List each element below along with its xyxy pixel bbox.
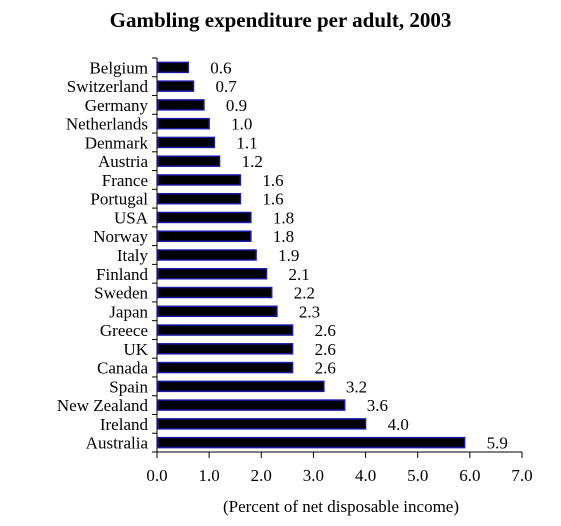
bar-denmark bbox=[157, 136, 216, 149]
bar-usa bbox=[157, 211, 252, 224]
category-label: Italy bbox=[117, 246, 149, 265]
value-label: 3.2 bbox=[346, 377, 367, 396]
chart-labels: Belgium 0.6 Switzerland 0.7 Germany 0.9 Nether… bbox=[57, 58, 508, 452]
value-label: 2.6 bbox=[315, 359, 336, 378]
chart-axes: 0.0 1.0 2.0 3.0 4.0 5.0 6.0 7.0 bbox=[146, 57, 533, 485]
value-label: 2.6 bbox=[315, 340, 336, 359]
category-label: Canada bbox=[97, 359, 148, 378]
value-label: 1.6 bbox=[262, 190, 283, 209]
value-label: 1.2 bbox=[242, 152, 263, 171]
category-label: Ireland bbox=[100, 415, 149, 434]
bar-norway bbox=[157, 230, 252, 242]
category-label: Denmark bbox=[85, 133, 149, 152]
x-tick-label: 5.0 bbox=[407, 466, 428, 485]
x-axis-label: (Percent of net disposable income) bbox=[223, 497, 459, 516]
bar-france bbox=[157, 174, 242, 186]
bar-new-zealand bbox=[157, 399, 346, 411]
category-label: USA bbox=[114, 208, 149, 227]
bar-portugal bbox=[157, 192, 242, 205]
category-label: Japan bbox=[109, 302, 148, 321]
value-label: 2.6 bbox=[315, 321, 336, 340]
bar-canada bbox=[157, 361, 294, 374]
value-label: 0.6 bbox=[210, 58, 231, 77]
category-label: Norway bbox=[93, 227, 148, 246]
value-label: 1.9 bbox=[278, 246, 299, 265]
bar-greece bbox=[157, 324, 294, 336]
chart-title: Gambling expenditure per adult, 2003 bbox=[109, 8, 452, 32]
value-label: 2.2 bbox=[294, 284, 315, 303]
category-label: Australia bbox=[86, 434, 149, 453]
x-tick-label: 2.0 bbox=[251, 466, 272, 485]
value-label: 1.0 bbox=[231, 115, 252, 134]
bar-uk bbox=[157, 343, 294, 355]
bar-ireland bbox=[157, 418, 367, 430]
bar-belgium bbox=[157, 61, 190, 74]
bar-finland bbox=[157, 268, 268, 280]
chart-bars bbox=[157, 61, 466, 449]
category-label: Portugal bbox=[90, 190, 148, 209]
category-label: France bbox=[102, 171, 148, 190]
value-label: 1.1 bbox=[236, 133, 257, 152]
category-label: Finland bbox=[96, 265, 148, 284]
x-tick-label: 4.0 bbox=[355, 466, 376, 485]
bar-japan bbox=[157, 305, 278, 318]
bar-germany bbox=[157, 99, 205, 111]
category-label: Netherlands bbox=[66, 115, 148, 134]
bar-switzerland bbox=[157, 80, 195, 92]
category-label: Belgium bbox=[89, 58, 148, 77]
category-label: Switzerland bbox=[67, 77, 149, 96]
value-label: 5.9 bbox=[487, 434, 508, 453]
x-tick-label: 6.0 bbox=[459, 466, 480, 485]
value-label: 0.7 bbox=[216, 77, 238, 96]
x-tick-label: 0.0 bbox=[146, 466, 167, 485]
category-label: Greece bbox=[100, 321, 148, 340]
value-label: 0.9 bbox=[226, 96, 247, 115]
category-label: New Zealand bbox=[57, 396, 149, 415]
value-label: 3.6 bbox=[367, 396, 388, 415]
bar-sweden bbox=[157, 286, 273, 299]
value-label: 1.6 bbox=[262, 171, 283, 190]
category-label: UK bbox=[123, 340, 148, 359]
value-label: 1.8 bbox=[273, 227, 294, 246]
bar-australia bbox=[157, 436, 466, 449]
category-label: Germany bbox=[85, 96, 149, 115]
x-tick-label: 1.0 bbox=[199, 466, 220, 485]
x-tick-label: 7.0 bbox=[511, 466, 532, 485]
bar-austria bbox=[157, 155, 221, 167]
value-label: 1.8 bbox=[273, 208, 294, 227]
bar-italy bbox=[157, 249, 257, 261]
value-label: 2.1 bbox=[289, 265, 310, 284]
category-label: Spain bbox=[109, 377, 148, 396]
category-label: Sweden bbox=[94, 284, 148, 303]
value-label: 2.3 bbox=[299, 302, 320, 321]
value-label: 4.0 bbox=[388, 415, 409, 434]
x-tick-label: 3.0 bbox=[303, 466, 324, 485]
bar-netherlands bbox=[157, 117, 210, 130]
category-label: Austria bbox=[98, 152, 149, 171]
bar-spain bbox=[157, 380, 325, 393]
